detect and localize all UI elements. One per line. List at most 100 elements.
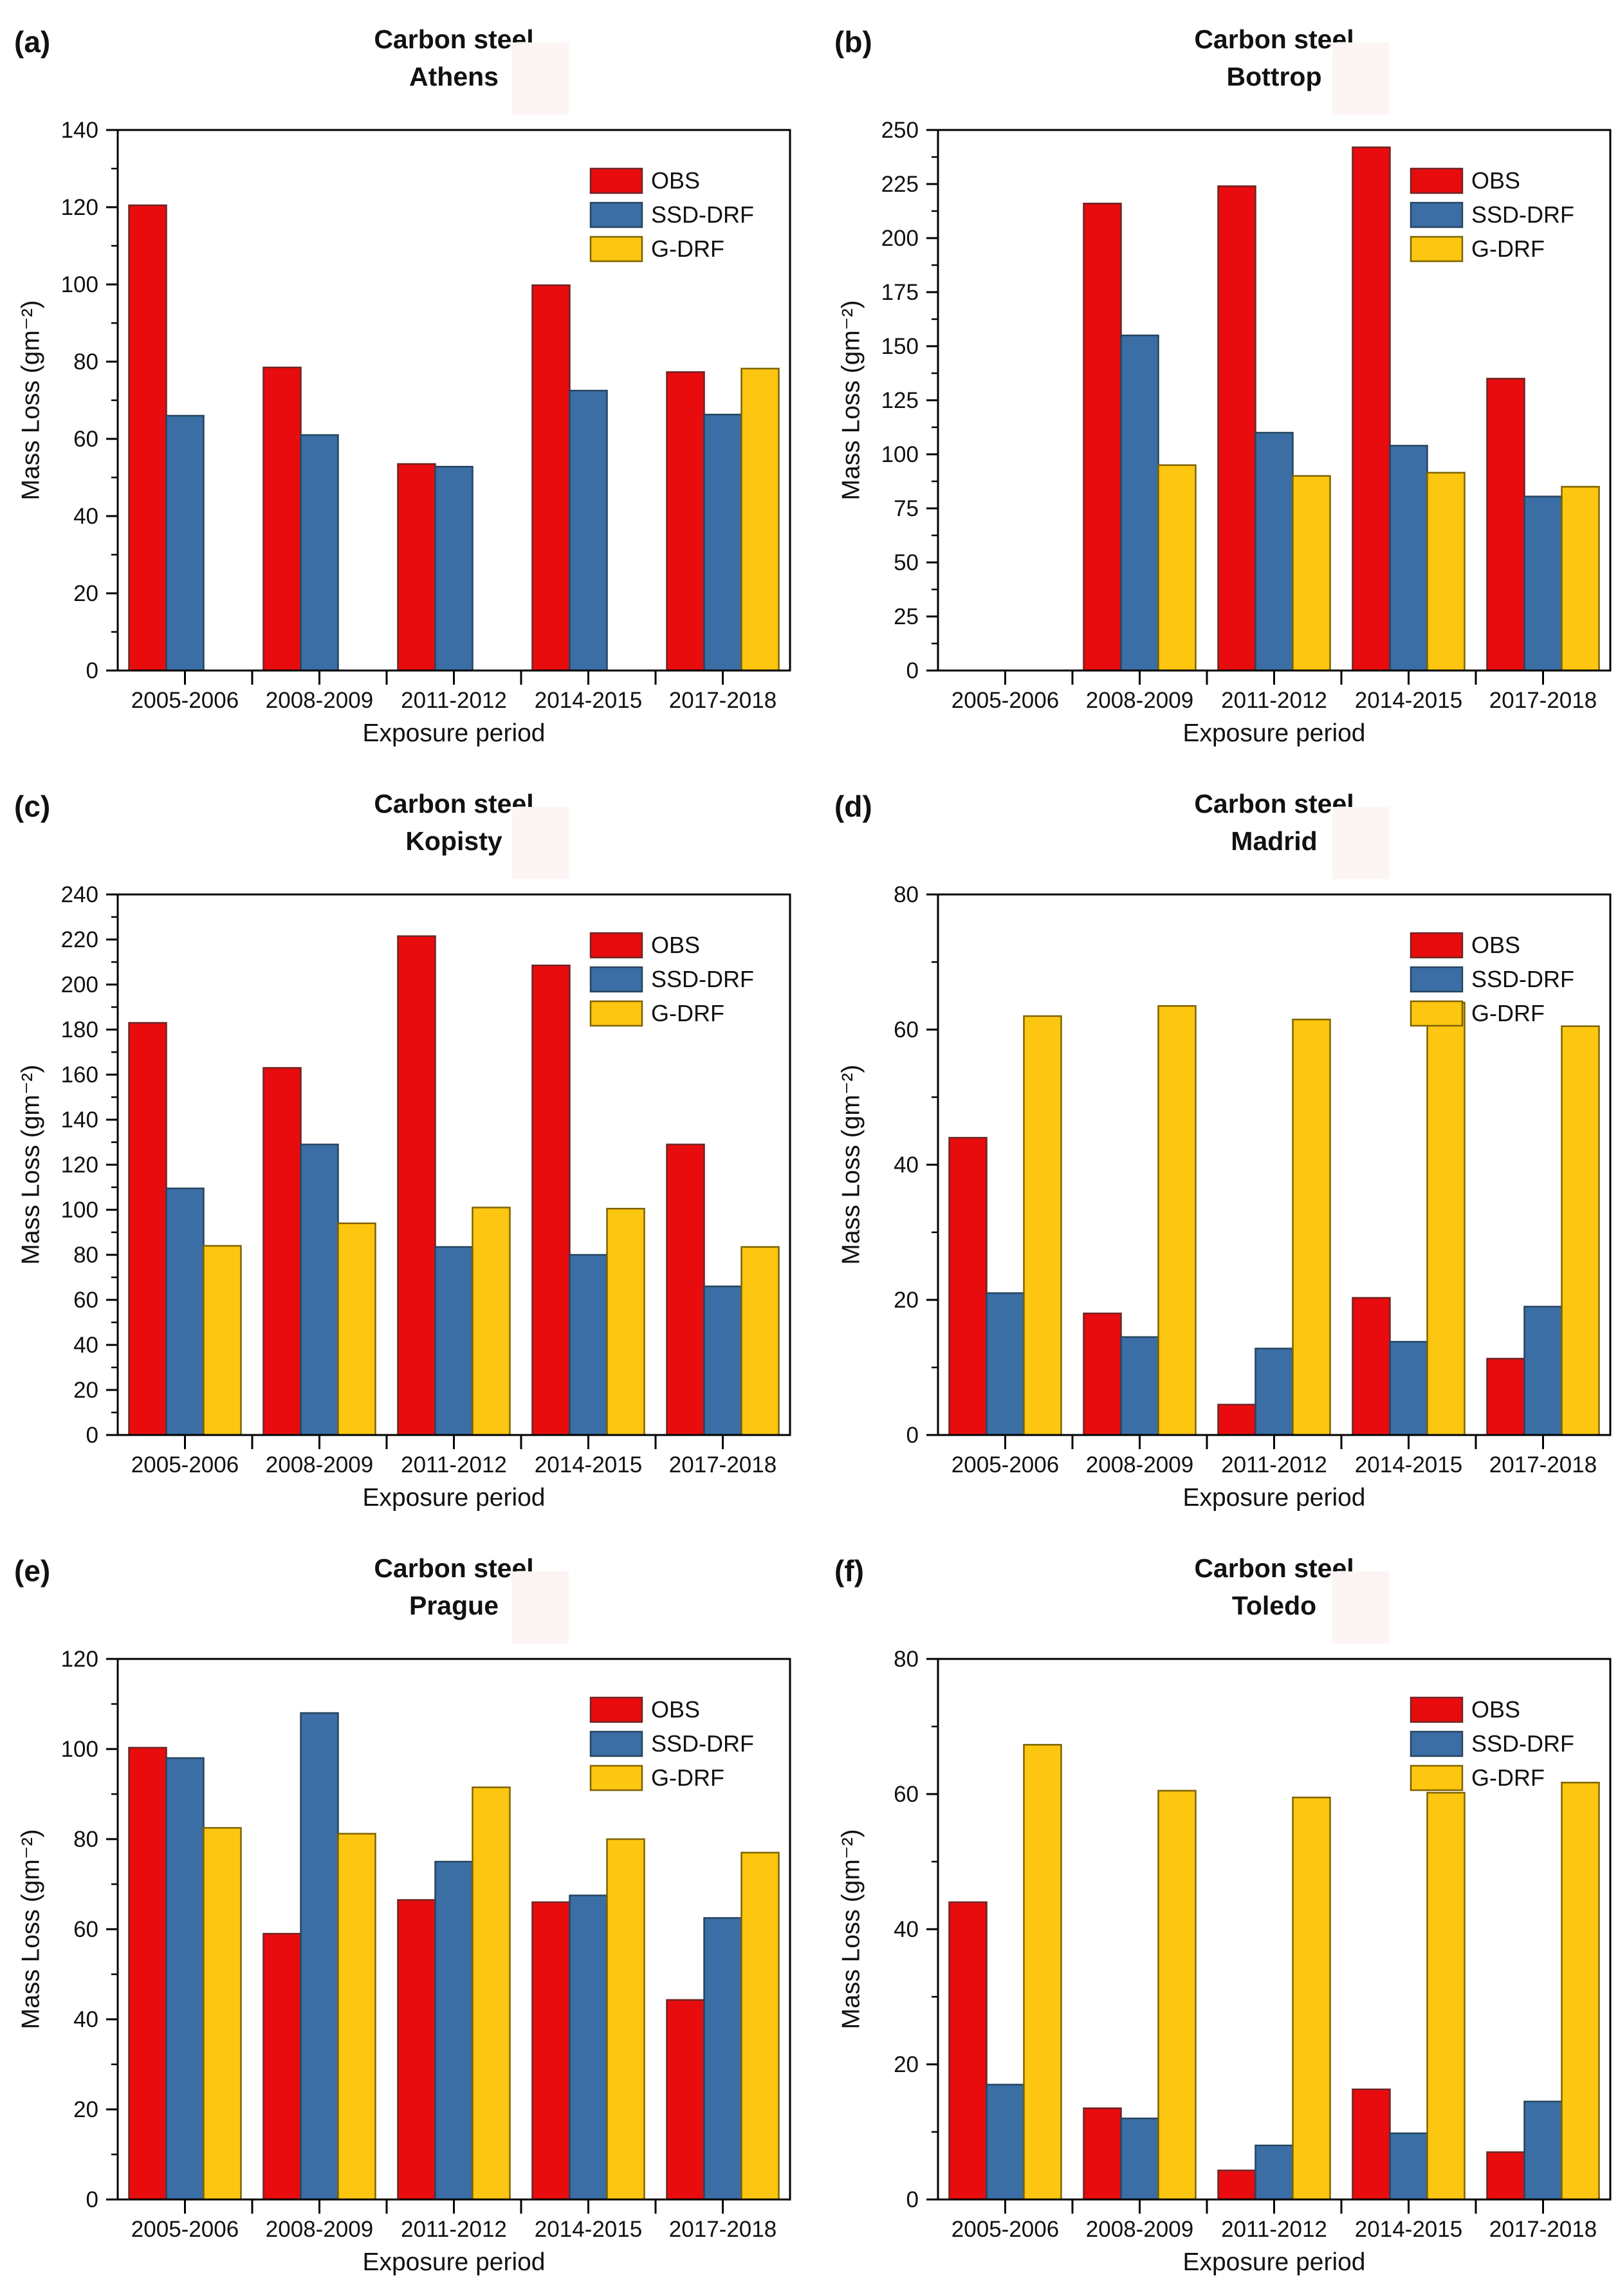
bar-obs — [1083, 202, 1122, 672]
panel-title: Carbon steel Madrid — [938, 785, 1610, 860]
y-tick-label: 40 — [894, 1917, 919, 1942]
bar-ssd-drf — [569, 1894, 608, 2201]
y-axis-ticks: 0 25 50 75 100 125 150 175 200 225 250 — [881, 118, 938, 683]
x-tick-label: 2017-2018 — [669, 688, 777, 713]
x-axis-label: Exposure period — [1182, 719, 1366, 747]
legend-label: SSD-DRF — [651, 966, 754, 992]
bar-chart-prague: 0 20 40 60 80 100 120 2005-2006 2008-2009 2011-20… — [61, 1647, 791, 2242]
y-tick-label: 225 — [881, 172, 919, 197]
bar-ssd-drf — [1523, 495, 1563, 672]
bar-ssd-drf — [986, 2084, 1025, 2201]
panel-title-city: Athens — [409, 62, 499, 91]
bar-g-drf — [337, 1833, 376, 2201]
panel-title: Carbon steel Toledo — [938, 1550, 1610, 1624]
x-tick-label: 2017-2018 — [1489, 1452, 1597, 1477]
bars — [128, 204, 780, 672]
bar-obs — [397, 935, 436, 1436]
x-tick-label: 2008-2009 — [266, 1452, 373, 1477]
bar-g-drf — [740, 367, 780, 672]
y-tick-label: 20 — [894, 2052, 919, 2077]
y-tick-label: 40 — [894, 1153, 919, 1178]
bar-ssd-drf — [300, 434, 339, 672]
legend-label: OBS — [651, 932, 700, 958]
x-axis-ticks: 2005-2006 2008-2009 2011-2012 2014-2015 2017… — [951, 2199, 1597, 2242]
x-tick-label: 2005-2006 — [131, 2217, 239, 2242]
bar-g-drf — [1292, 1797, 1331, 2201]
bar-g-drf — [472, 1786, 511, 2201]
legend-label: SSD-DRF — [1471, 201, 1574, 228]
x-tick-label: 2014-2015 — [535, 2217, 642, 2242]
x-tick-label: 2014-2015 — [1355, 2217, 1462, 2242]
panel-title: Carbon steel Kopisty — [118, 785, 790, 860]
x-tick-label: 2017-2018 — [1489, 2217, 1597, 2242]
panel-title-material: Carbon steel — [1194, 789, 1354, 819]
y-tick-label: 100 — [61, 272, 98, 297]
y-tick-label: 240 — [61, 882, 98, 907]
bar-ssd-drf — [569, 1254, 608, 1436]
y-tick-label: 120 — [61, 1153, 98, 1178]
legend: OBS SSD-DRF G-DRF — [589, 1696, 754, 1791]
x-tick-label: 2011-2012 — [1221, 1452, 1327, 1477]
bar-obs — [1352, 2088, 1391, 2201]
x-tick-label: 2011-2012 — [401, 688, 507, 713]
legend-swatch-obs — [1410, 932, 1464, 959]
bar-g-drf — [606, 1208, 645, 1436]
panel-b-bottrop: (b) Carbon steel Bottrop Mass Loss (gm⁻²… — [825, 8, 1618, 768]
legend-swatch-ssd-drf — [1410, 1730, 1464, 1757]
x-axis-label: Exposure period — [362, 1484, 546, 1512]
bar-obs — [948, 1901, 988, 2201]
bar-obs — [397, 463, 436, 672]
legend-label: OBS — [1471, 167, 1520, 194]
y-tick-label: 80 — [894, 882, 919, 907]
bar-ssd-drf — [703, 413, 742, 672]
y-tick-label: 125 — [881, 388, 919, 413]
y-tick-label: 20 — [894, 1288, 919, 1313]
y-tick-label: 75 — [894, 496, 919, 521]
y-tick-label: 80 — [73, 349, 98, 375]
scan-artifact — [1332, 42, 1389, 115]
panel-title: Carbon steel Prague — [118, 1550, 790, 1624]
scan-artifact — [1332, 807, 1389, 879]
bar-chart-toledo: 0 20 40 60 80 2005-2006 2008-2009 2011-2012 2014… — [894, 1647, 1612, 2242]
x-tick-label: 2008-2009 — [1086, 688, 1193, 713]
y-tick-label: 250 — [881, 118, 919, 143]
bar-obs — [1486, 2151, 1525, 2201]
panel-title-material: Carbon steel — [374, 1553, 534, 1583]
legend-label: G-DRF — [1471, 1764, 1545, 1791]
bar-ssd-drf — [1120, 1336, 1159, 1436]
y-tick-label: 60 — [73, 1917, 98, 1942]
legend-swatch-g-drf — [1410, 236, 1464, 263]
x-axis-ticks: 2005-2006 2008-2009 2011-2012 2014-2015 2017… — [131, 1435, 777, 1477]
bar-ssd-drf — [986, 1292, 1025, 1436]
bars — [948, 1744, 1600, 2201]
panel-title-material: Carbon steel — [1194, 1553, 1354, 1583]
legend-swatch-g-drf — [589, 1000, 643, 1027]
panel-c-kopisty: (c) Carbon steel Kopisty Mass Loss (gm⁻²… — [5, 772, 798, 1533]
legend-label: G-DRF — [651, 236, 724, 262]
x-tick-label: 2005-2006 — [131, 688, 239, 713]
bar-ssd-drf — [1255, 1347, 1294, 1436]
bar-obs — [397, 1899, 436, 2201]
y-tick-label: 20 — [73, 2097, 98, 2122]
panel-d-madrid: (d) Carbon steel Madrid Mass Loss (gm⁻²)… — [825, 772, 1618, 1533]
bar-g-drf — [337, 1222, 376, 1436]
x-axis-label: Exposure period — [1182, 1484, 1366, 1512]
x-tick-label: 2014-2015 — [535, 688, 642, 713]
panel-e-prague: (e) Carbon steel Prague Mass Loss (gm⁻²)… — [5, 1537, 798, 2296]
y-tick-label: 80 — [73, 1243, 98, 1268]
legend: OBS SSD-DRF G-DRF — [1410, 167, 1574, 263]
y-tick-label: 40 — [73, 1333, 98, 1358]
y-tick-label: 60 — [73, 427, 98, 452]
x-tick-label: 2008-2009 — [266, 2217, 373, 2242]
bar-g-drf — [1426, 1001, 1466, 1436]
legend: OBS SSD-DRF G-DRF — [1410, 1696, 1574, 1791]
legend-label: OBS — [1471, 1696, 1520, 1723]
x-tick-label: 2011-2012 — [1221, 688, 1327, 713]
legend-swatch-obs — [589, 1696, 643, 1723]
x-tick-label: 2011-2012 — [401, 2217, 507, 2242]
bar-obs — [531, 965, 571, 1436]
bar-chart-kopisty: 0 20 40 60 80 100 120 140 160 180 200 220 240 2005-20… — [61, 882, 791, 1477]
bar-g-drf — [1426, 472, 1466, 672]
